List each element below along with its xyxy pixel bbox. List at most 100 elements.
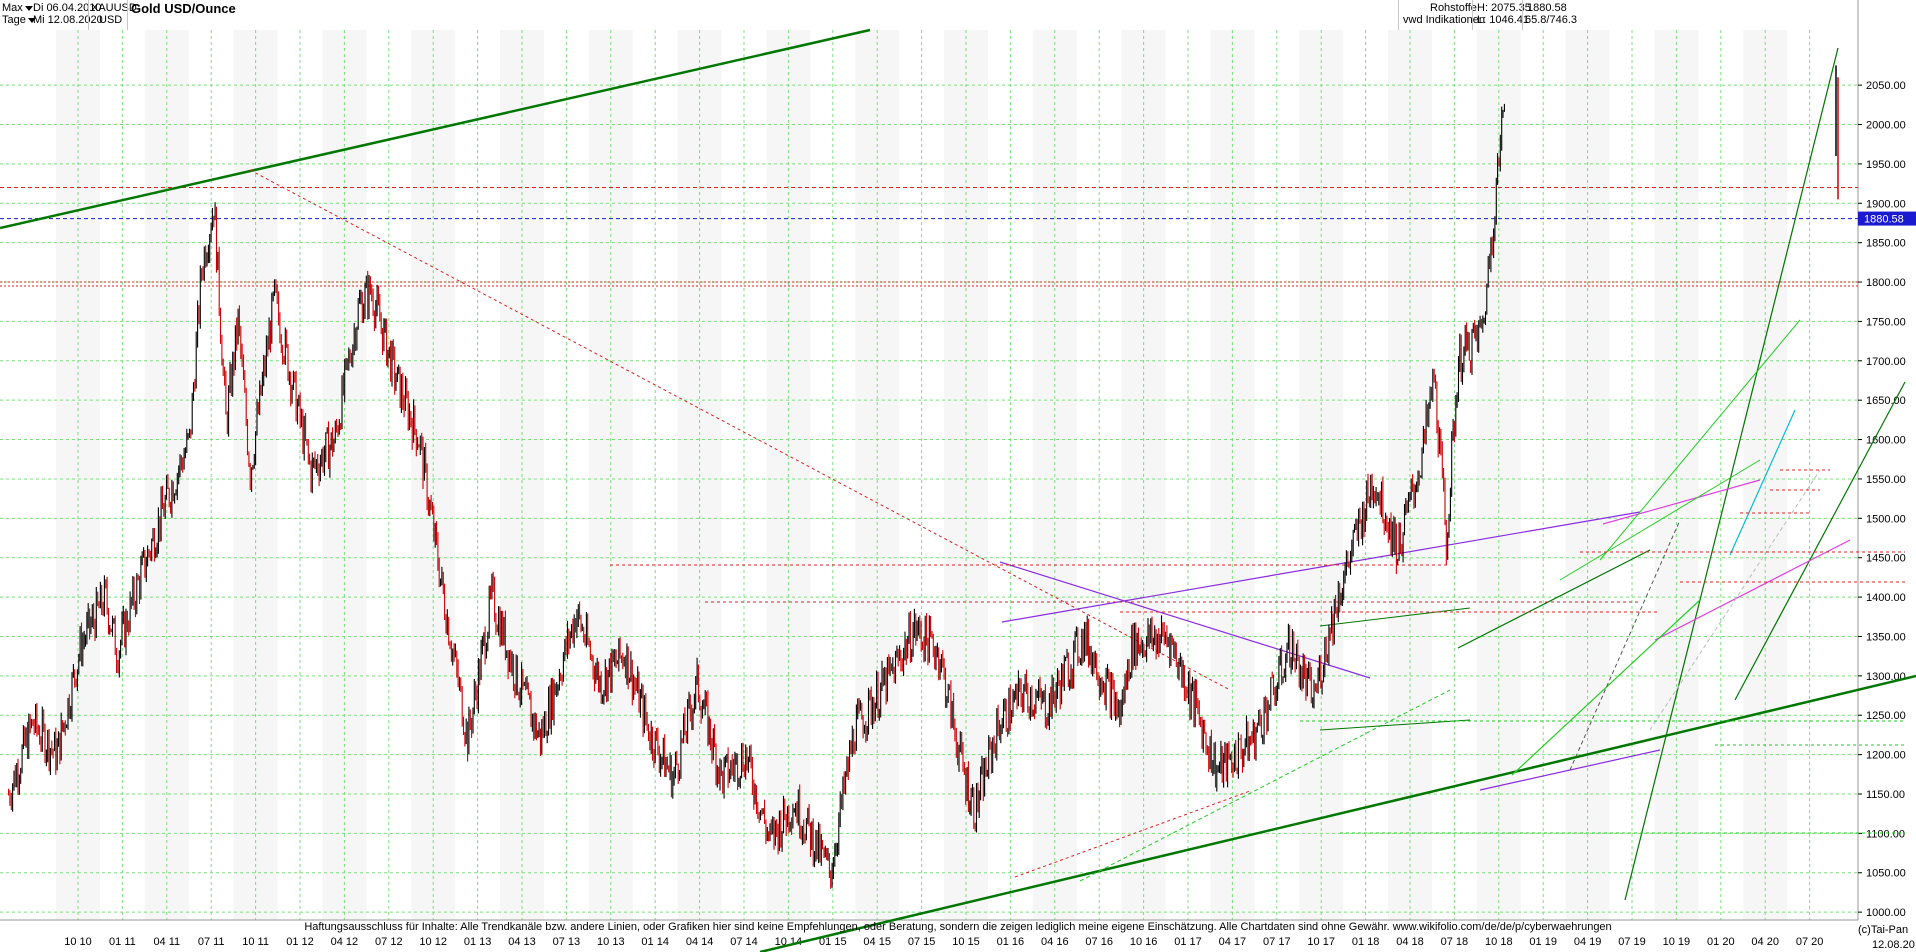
trend-line <box>1319 719 1471 731</box>
copyright-label: (c)Tai-Pan <box>1858 924 1909 936</box>
x-tick-label: 07 20 <box>1796 936 1824 948</box>
x-tick-label: 04 12 <box>331 936 359 948</box>
y-tick-label: 1100.00 <box>1866 828 1905 840</box>
y-tick-label: 1450.00 <box>1866 553 1906 565</box>
trend-line <box>1602 479 1761 525</box>
header-separator <box>127 0 128 30</box>
interval-selector[interactable]: Tage <box>2 14 36 26</box>
x-tick-label: 01 19 <box>1529 936 1557 948</box>
x-tick-label: 07 18 <box>1441 936 1469 948</box>
x-tick-label: 07 17 <box>1263 936 1291 948</box>
trend-line <box>1319 607 1471 627</box>
trend-line <box>1569 519 1681 771</box>
source-label: vwd Indikationen <box>1403 14 1485 26</box>
x-tick-label: 04 18 <box>1396 936 1424 948</box>
y-tick-label: 1250.00 <box>1866 710 1906 722</box>
range-selector[interactable]: Max <box>2 2 33 14</box>
y-tick-label: 2050.00 <box>1866 80 1906 92</box>
x-tick-label: 07 12 <box>375 936 403 948</box>
range-label: Max <box>2 2 23 14</box>
y-tick-label: 1500.00 <box>1866 513 1906 525</box>
interval-label: Tage <box>2 14 26 26</box>
x-tick-label: 01 11 <box>109 936 136 948</box>
symbol-label: XAUUSD <box>91 2 137 14</box>
trend-line <box>1654 539 1851 641</box>
x-tick-label: 04 20 <box>1751 936 1779 948</box>
x-tick-label: 01 18 <box>1352 936 1380 948</box>
y-tick-label: 1350.00 <box>1866 631 1906 643</box>
y-tick-label: 1150.00 <box>1866 789 1905 801</box>
chart-title: Gold USD/Ounce <box>131 1 236 16</box>
y-tick-label: 2000.00 <box>1866 120 1906 132</box>
x-tick-label: 04 14 <box>686 936 714 948</box>
trend-line <box>1649 469 1821 731</box>
x-tick-label: 01 20 <box>1707 936 1735 948</box>
end-date-label: 12.08.20 <box>1872 939 1915 951</box>
trend-line <box>1729 409 1796 556</box>
x-tick-label: 04 17 <box>1219 936 1247 948</box>
header-separator <box>1522 0 1523 30</box>
trend-line <box>1599 319 1801 561</box>
header-separator <box>88 0 89 30</box>
y-tick-label: 1700.00 <box>1866 356 1906 368</box>
trend-line <box>1734 381 1906 701</box>
y-tick-label: 1200.00 <box>1866 750 1906 762</box>
y-tick-label: 1650.00 <box>1866 395 1906 407</box>
x-tick-label: 01 13 <box>464 936 492 948</box>
chevron-down-icon <box>24 5 33 11</box>
x-tick-label: 07 16 <box>1085 936 1113 948</box>
x-tick-label: 10 18 <box>1485 936 1513 948</box>
x-tick-label: 10 11 <box>242 936 269 948</box>
y-tick-label: 1550.00 <box>1866 474 1906 486</box>
x-tick-label: 10 15 <box>952 936 980 948</box>
x-tick-label: 01 17 <box>1174 936 1202 948</box>
x-tick-label: 04 15 <box>863 936 891 948</box>
y-tick-label: 1000.00 <box>1866 907 1906 919</box>
scale-info-label: 65.8/746.3 <box>1525 14 1577 26</box>
x-tick-label: 07 19 <box>1618 936 1646 948</box>
y-tick-label: 1050.00 <box>1866 868 1906 880</box>
x-tick-label: 10 19 <box>1663 936 1691 948</box>
high-label: H: 2075.35 <box>1477 2 1531 14</box>
x-tick-label: 04 11 <box>153 936 180 948</box>
x-tick-label: 10 17 <box>1307 936 1335 948</box>
trend-line <box>1559 459 1761 581</box>
x-tick-label: 01 16 <box>997 936 1025 948</box>
last-value-label: 1880.58 <box>1527 2 1567 14</box>
x-tick-label: 10 12 <box>419 936 447 948</box>
x-tick-label: 10 10 <box>64 936 92 948</box>
last-price-label: 1880.58 <box>1864 214 1904 226</box>
x-tick-label: 07 15 <box>908 936 936 948</box>
trend-line <box>1079 689 1451 882</box>
category-label: Rohstoffe <box>1430 2 1477 14</box>
x-tick-label: 07 13 <box>553 936 581 948</box>
y-tick-label: 1950.00 <box>1866 159 1906 171</box>
x-tick-label: 10 13 <box>597 936 625 948</box>
date-to: Mi 12.08.2020 <box>33 14 103 26</box>
x-tick-label: 04 19 <box>1574 936 1602 948</box>
y-tick-label: 1400.00 <box>1866 592 1906 604</box>
date-from: Di 06.04.2010 <box>33 2 102 14</box>
x-tick-label: 07 14 <box>730 936 758 948</box>
trend-line <box>1001 511 1641 623</box>
low-label: L: 1046.41 <box>1477 14 1529 26</box>
x-tick-label: 10 14 <box>775 936 803 948</box>
currency-label: USD <box>99 14 123 26</box>
trend-line <box>249 169 1231 691</box>
price-series <box>8 65 1839 889</box>
header-separator <box>1398 0 1399 30</box>
header-separator <box>1472 0 1473 30</box>
y-tick-label: 1900.00 <box>1866 198 1906 210</box>
trend-line <box>1457 549 1651 649</box>
trend-line <box>0 28 871 230</box>
x-tick-label: 01 15 <box>819 936 847 948</box>
x-tick-label: 04 16 <box>1041 936 1069 948</box>
y-tick-label: 1750.00 <box>1866 316 1906 328</box>
x-tick-label: 01 12 <box>286 936 314 948</box>
trend-line <box>1511 599 1701 776</box>
x-tick-label: 04 13 <box>508 936 536 948</box>
trend-line <box>1624 47 1839 901</box>
x-tick-label: 07 11 <box>198 936 225 948</box>
chevron-down-icon <box>27 17 36 23</box>
